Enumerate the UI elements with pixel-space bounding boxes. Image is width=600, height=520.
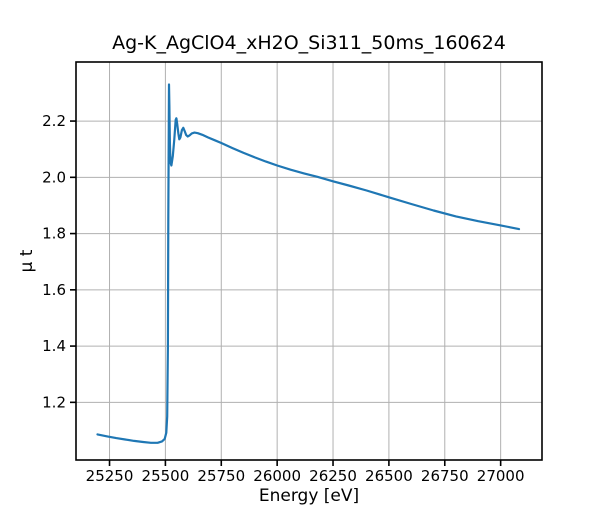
y-tick-label: 2.0 <box>42 168 66 186</box>
x-tick-label: 27000 <box>477 467 525 485</box>
y-tick-label: 2.2 <box>42 112 66 130</box>
x-tick-label: 26250 <box>309 467 357 485</box>
y-tick-label: 1.6 <box>42 281 66 299</box>
y-axis-label: μ t <box>17 249 37 273</box>
x-tick-label: 25750 <box>197 467 245 485</box>
y-tick-label: 1.2 <box>42 393 66 411</box>
y-tick-label: 1.8 <box>42 225 66 243</box>
chart-title: Ag-K_AgClO4_xH2O_Si311_50ms_160624 <box>112 32 506 54</box>
y-tick-label: 1.4 <box>42 337 66 355</box>
x-tick-label: 26750 <box>421 467 469 485</box>
data-line-mu-t <box>96 83 521 444</box>
x-tick-label: 26500 <box>365 467 413 485</box>
x-tick-label: 25500 <box>142 467 190 485</box>
x-tick-label: 26000 <box>253 467 301 485</box>
x-tick-label: 25250 <box>86 467 134 485</box>
axes-spines <box>75 61 543 461</box>
x-axis-label: Energy [eV] <box>258 486 360 506</box>
